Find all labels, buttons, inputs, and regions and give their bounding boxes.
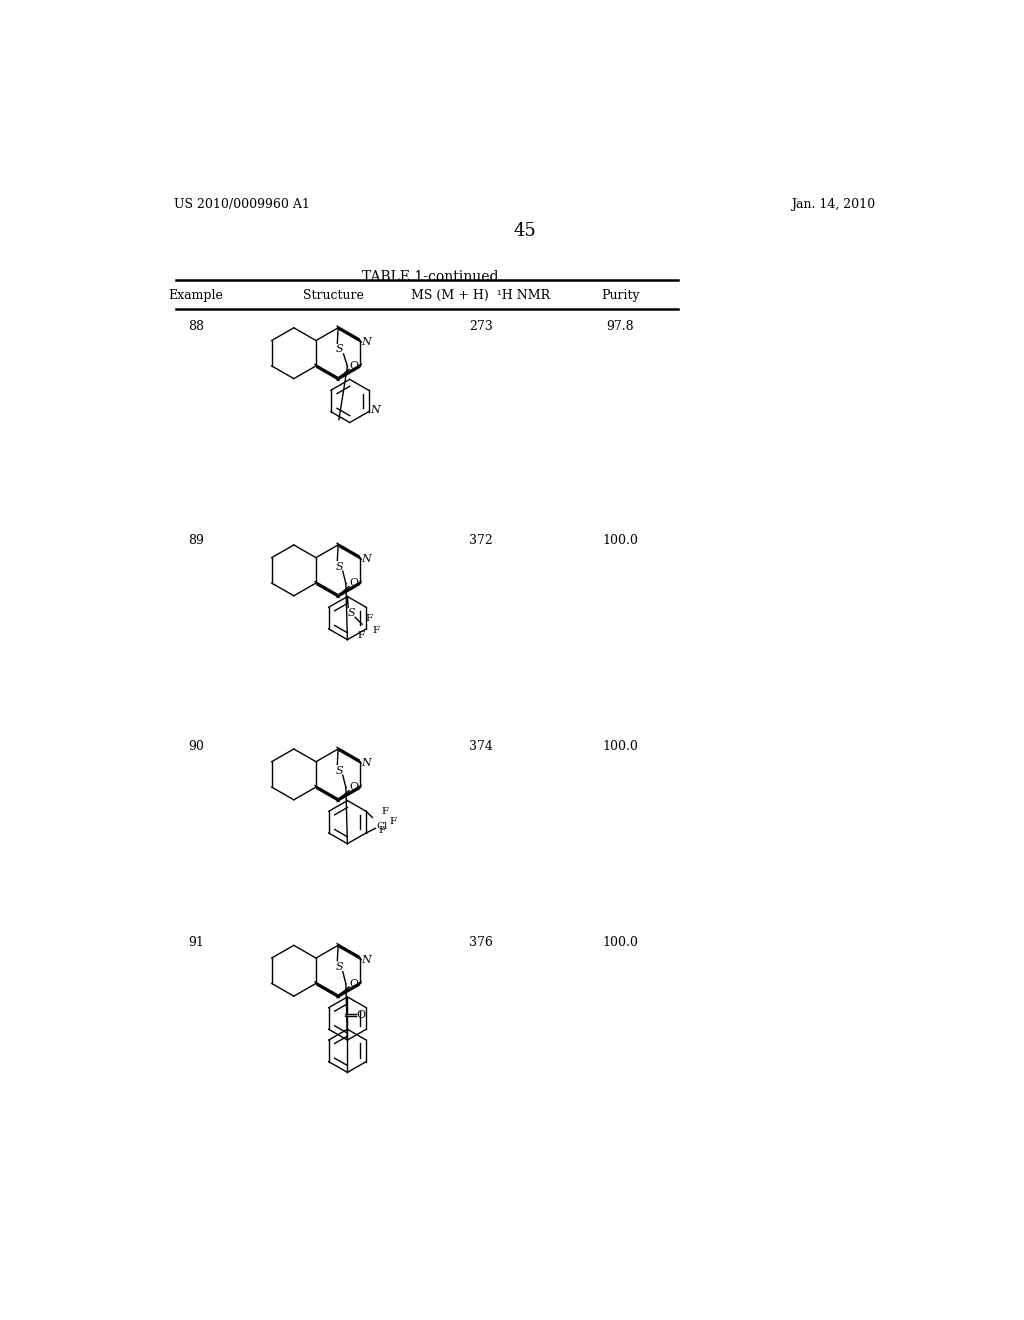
Text: Purity: Purity (601, 289, 639, 302)
Text: 88: 88 (188, 321, 204, 333)
Text: O: O (356, 1010, 366, 1019)
Text: N: N (360, 954, 371, 965)
Text: Cl: Cl (376, 822, 387, 832)
Text: F: F (366, 614, 373, 623)
Text: 90: 90 (188, 739, 204, 752)
Text: F: F (379, 826, 386, 836)
Text: Jan. 14, 2010: Jan. 14, 2010 (791, 198, 876, 211)
Text: 100.0: 100.0 (602, 535, 638, 548)
Text: F: F (357, 631, 365, 639)
Text: 100.0: 100.0 (602, 936, 638, 949)
Text: S: S (347, 609, 355, 619)
Text: 372: 372 (469, 535, 493, 548)
Text: 374: 374 (469, 739, 493, 752)
Text: MS (M + H)  ¹H NMR: MS (M + H) ¹H NMR (411, 289, 550, 302)
Text: N: N (360, 554, 371, 564)
Text: 45: 45 (513, 222, 537, 240)
Text: US 2010/0009960 A1: US 2010/0009960 A1 (174, 198, 310, 211)
Text: 91: 91 (188, 936, 204, 949)
Text: F: F (381, 807, 388, 816)
Text: 376: 376 (469, 936, 493, 949)
Text: F: F (389, 817, 396, 826)
Text: Structure: Structure (303, 289, 364, 302)
Text: O: O (349, 362, 358, 371)
Text: N: N (360, 758, 371, 768)
Text: O: O (349, 578, 358, 589)
Text: TABLE 1-continued: TABLE 1-continued (362, 271, 499, 284)
Text: F: F (373, 626, 380, 635)
Text: 97.8: 97.8 (606, 321, 634, 333)
Text: 89: 89 (188, 535, 204, 548)
Text: S: S (336, 561, 343, 572)
Text: S: S (336, 766, 343, 776)
Text: S: S (336, 962, 343, 972)
Text: O: O (349, 783, 358, 792)
Text: 273: 273 (469, 321, 493, 333)
Text: S: S (336, 345, 343, 354)
Text: O: O (349, 979, 358, 989)
Text: 100.0: 100.0 (602, 739, 638, 752)
Text: Example: Example (169, 289, 223, 302)
Text: N: N (360, 337, 371, 347)
Text: N: N (370, 405, 380, 416)
